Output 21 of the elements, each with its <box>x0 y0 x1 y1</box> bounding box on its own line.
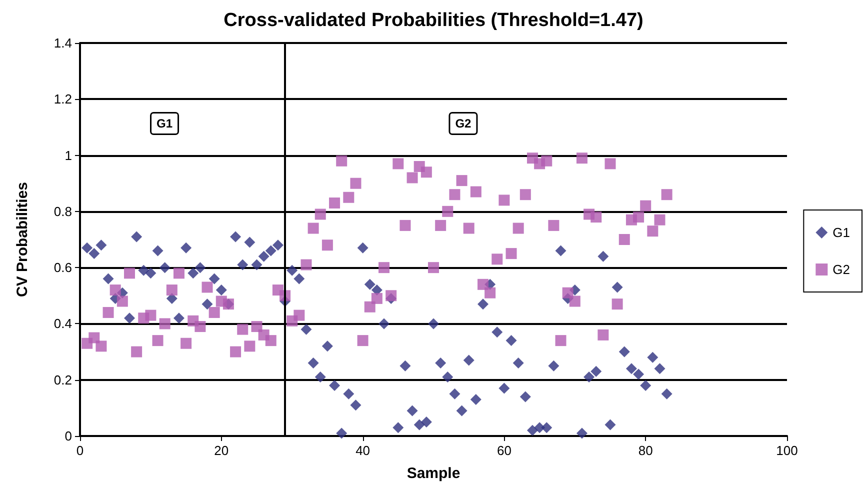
y-tick-label: 0 <box>64 428 72 444</box>
x-tick-label: 20 <box>214 443 229 458</box>
y-tick-label: 0.2 <box>54 372 72 388</box>
y-tick-label: 1.4 <box>54 36 72 50</box>
x-tick-label: 80 <box>638 443 653 458</box>
y-tick-label: 0.4 <box>54 316 72 332</box>
y-tick-label: 1.2 <box>54 92 72 107</box>
legend-label: G1 <box>832 225 850 240</box>
annotation: G1 <box>156 116 173 130</box>
x-tick-label: 60 <box>496 443 512 458</box>
x-tick-label: 100 <box>776 443 798 458</box>
y-tick-label: 0.6 <box>54 260 72 276</box>
x-tick-label: 0 <box>76 443 84 458</box>
y-tick-label: 1 <box>64 148 72 163</box>
y-tick-label: 0.8 <box>54 204 72 219</box>
x-tick-label: 40 <box>356 443 370 458</box>
annotation: G2 <box>455 116 472 130</box>
y-axis-title: CV Probabilities <box>14 182 31 298</box>
x-axis-title: Sample <box>406 465 460 482</box>
legend-label: G2 <box>832 262 850 277</box>
chart-title: Cross-validated Probabilities (Threshold=1.47) <box>224 10 644 31</box>
